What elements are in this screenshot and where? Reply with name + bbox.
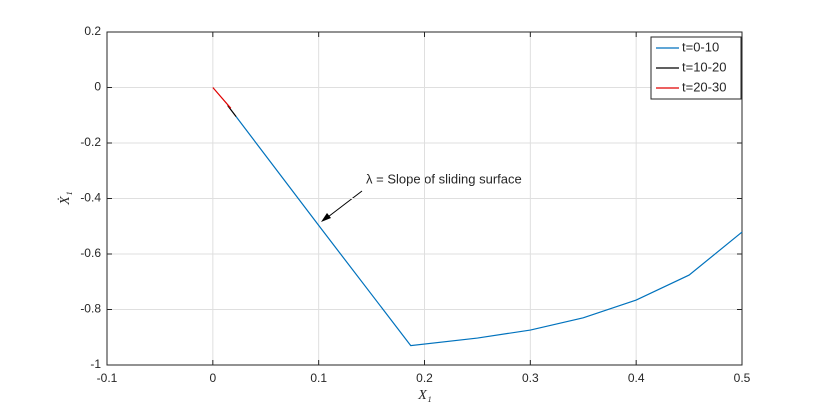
x-tick-label: 0.1	[310, 371, 327, 385]
series-line	[235, 116, 743, 347]
y-tick-label: -0.4	[80, 191, 101, 205]
series-line	[212, 87, 232, 109]
legend: t=0-10 t=10-20 t=20-30	[650, 36, 742, 100]
legend-label: t=20-30	[682, 79, 726, 94]
x-tick-label: 0.5	[734, 371, 751, 385]
annotation-arrow	[321, 190, 363, 222]
x-axis-label: X₁	[417, 388, 431, 403]
y-axis-label: Ẋ₁	[57, 191, 73, 205]
x-tick-label: 0.2	[416, 371, 433, 385]
y-tick-label: -0.8	[80, 302, 101, 316]
y-tick-label: -1	[90, 357, 101, 371]
legend-label: t=0-10	[682, 39, 719, 54]
y-tick-label: 0	[94, 80, 101, 94]
x-tick-label: 0	[209, 371, 216, 385]
series-line	[227, 105, 237, 118]
legend-label: t=10-20	[682, 59, 726, 74]
x-tick-label: 0.3	[522, 371, 539, 385]
y-tick-label: 0.2	[84, 24, 101, 38]
y-tick-label: -0.2	[80, 135, 101, 149]
annotation: λ = Slope of sliding surface	[366, 171, 522, 186]
y-tick-label: -0.6	[80, 246, 101, 260]
plot-frame	[106, 31, 743, 366]
x-tick-label: -0.1	[97, 371, 118, 385]
x-tick-label: 0.4	[628, 371, 645, 385]
